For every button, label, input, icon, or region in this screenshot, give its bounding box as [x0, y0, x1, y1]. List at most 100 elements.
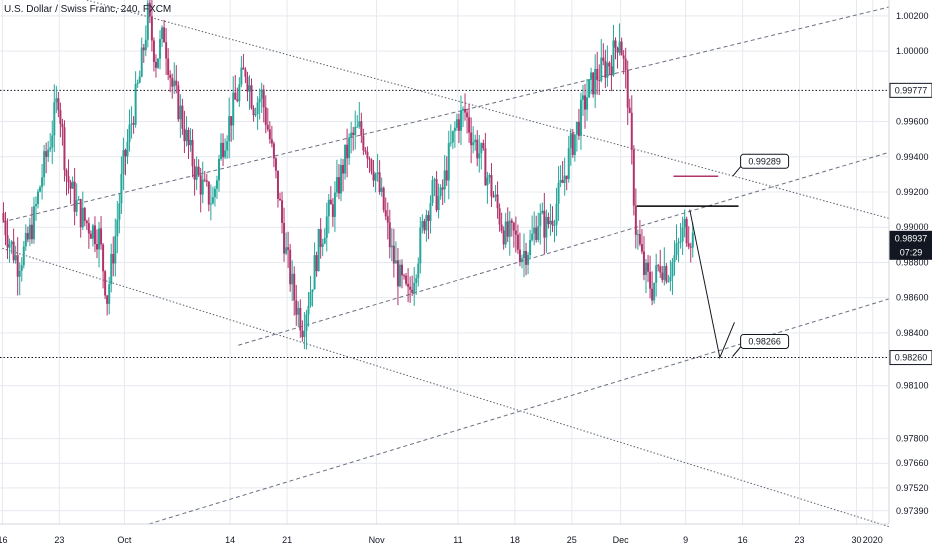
candle-body — [285, 247, 288, 254]
candle-body — [584, 95, 587, 110]
candle-body — [270, 139, 273, 144]
candle-body — [425, 215, 428, 231]
candle-body — [266, 124, 269, 130]
candle-body — [179, 105, 182, 120]
candle-body — [596, 68, 599, 81]
candle-body — [441, 187, 444, 190]
candle-body — [112, 253, 115, 264]
candle-body — [429, 203, 432, 221]
candle-body — [642, 251, 645, 275]
candle-body — [431, 180, 434, 204]
candle-body — [132, 123, 135, 125]
trend-line — [2, 247, 890, 528]
candle-body — [110, 253, 113, 285]
y-tick-label: 0.98400 — [896, 328, 929, 338]
candle-body — [559, 180, 562, 183]
candle-body — [248, 85, 251, 92]
candle-body — [171, 78, 174, 87]
candle-body — [163, 27, 166, 43]
candle-body — [480, 143, 483, 154]
candle-body — [287, 247, 290, 250]
candle-body — [329, 199, 332, 205]
candle-body — [337, 177, 340, 194]
candle-body — [368, 158, 371, 160]
candle-body — [224, 150, 227, 158]
candle-body — [502, 230, 505, 245]
candle-body — [677, 242, 680, 244]
candle-body — [626, 69, 629, 108]
candle-body — [506, 221, 509, 237]
y-tick-label: 0.97390 — [896, 506, 929, 516]
candle-body — [203, 179, 206, 181]
candle-body — [372, 171, 375, 181]
candle-body — [134, 83, 137, 125]
candle-body — [423, 221, 426, 231]
candle-body — [563, 175, 566, 183]
candle-body — [529, 239, 532, 255]
candle-body — [575, 121, 578, 135]
candle-body — [537, 226, 540, 240]
candle-body — [258, 98, 261, 103]
candle-body — [647, 262, 650, 272]
candle-body — [602, 57, 605, 61]
x-tick-label: 16 — [0, 535, 7, 545]
candle-body — [22, 246, 25, 266]
candle-body — [152, 40, 155, 63]
candle-body — [541, 210, 544, 214]
trend-line — [238, 151, 890, 346]
annotations: 0.99289 0.98266 — [636, 153, 790, 360]
candle-body — [665, 266, 668, 282]
y-tick-label: 1.00200 — [896, 11, 929, 21]
callout-label: 0.98266 — [748, 336, 781, 346]
candle-body — [26, 232, 29, 240]
candle-body — [18, 270, 21, 277]
candle-body — [384, 210, 387, 217]
candle-body — [380, 187, 383, 192]
y-tick-label: 0.98100 — [896, 381, 929, 391]
x-tick-label: 30 — [851, 535, 861, 545]
candle-body — [276, 170, 279, 199]
x-tick-label: 11 — [453, 535, 462, 545]
candle-body — [61, 123, 64, 128]
candle-body — [37, 191, 40, 205]
candle-body — [313, 255, 316, 290]
candle-body — [232, 92, 235, 126]
candle-body — [41, 177, 44, 187]
candle-body — [130, 123, 133, 125]
candle-body — [413, 282, 416, 293]
candles — [2, 0, 694, 350]
candle-body — [620, 41, 623, 56]
candle-body — [213, 188, 216, 198]
candle-body — [98, 228, 101, 250]
y-tick-label: 0.99400 — [896, 152, 929, 162]
candle-body — [197, 166, 200, 176]
candle-body — [486, 177, 489, 186]
candle-body — [256, 102, 259, 114]
candle-body — [189, 139, 192, 146]
price-tag — [889, 244, 932, 260]
candle-body — [551, 220, 554, 226]
y-tick-label: 0.99000 — [896, 222, 929, 232]
x-tick-label: 9 — [683, 535, 688, 545]
candle-body — [215, 180, 218, 189]
candle-body — [457, 119, 460, 131]
candle-body — [539, 213, 542, 227]
candle-body — [161, 27, 164, 40]
candle-body — [14, 255, 17, 261]
candle-body — [150, 16, 153, 41]
candle-body — [63, 127, 66, 171]
candle-body — [333, 192, 336, 217]
candle-body — [39, 186, 42, 192]
candle-body — [523, 251, 526, 259]
candle-body — [610, 66, 613, 76]
candle-body — [628, 107, 631, 113]
candle-body — [590, 72, 593, 80]
candle-body — [323, 237, 326, 244]
candle-body — [417, 263, 420, 279]
candle-body — [272, 143, 275, 159]
candle-body — [350, 132, 353, 138]
candle-body — [250, 85, 253, 109]
candle-body — [126, 141, 129, 157]
candle-body — [655, 265, 658, 283]
candle-body — [573, 134, 576, 155]
